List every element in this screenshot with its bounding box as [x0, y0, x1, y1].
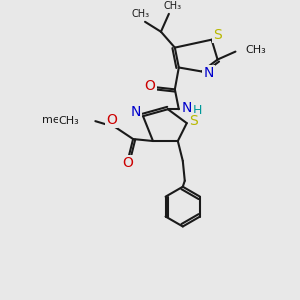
Text: N: N [182, 101, 192, 115]
Text: O: O [145, 80, 155, 93]
Text: S: S [213, 28, 222, 42]
Text: H: H [193, 104, 202, 117]
Text: O: O [123, 156, 134, 170]
Text: CH₃: CH₃ [132, 9, 150, 19]
Text: S: S [189, 114, 198, 128]
Text: CH₃: CH₃ [245, 45, 266, 55]
Text: CH₃: CH₃ [164, 1, 182, 11]
Text: N: N [203, 67, 214, 80]
Text: methyl: methyl [42, 115, 81, 125]
Text: N: N [131, 105, 141, 119]
Text: O: O [106, 113, 117, 127]
Text: CH₃: CH₃ [59, 116, 80, 126]
